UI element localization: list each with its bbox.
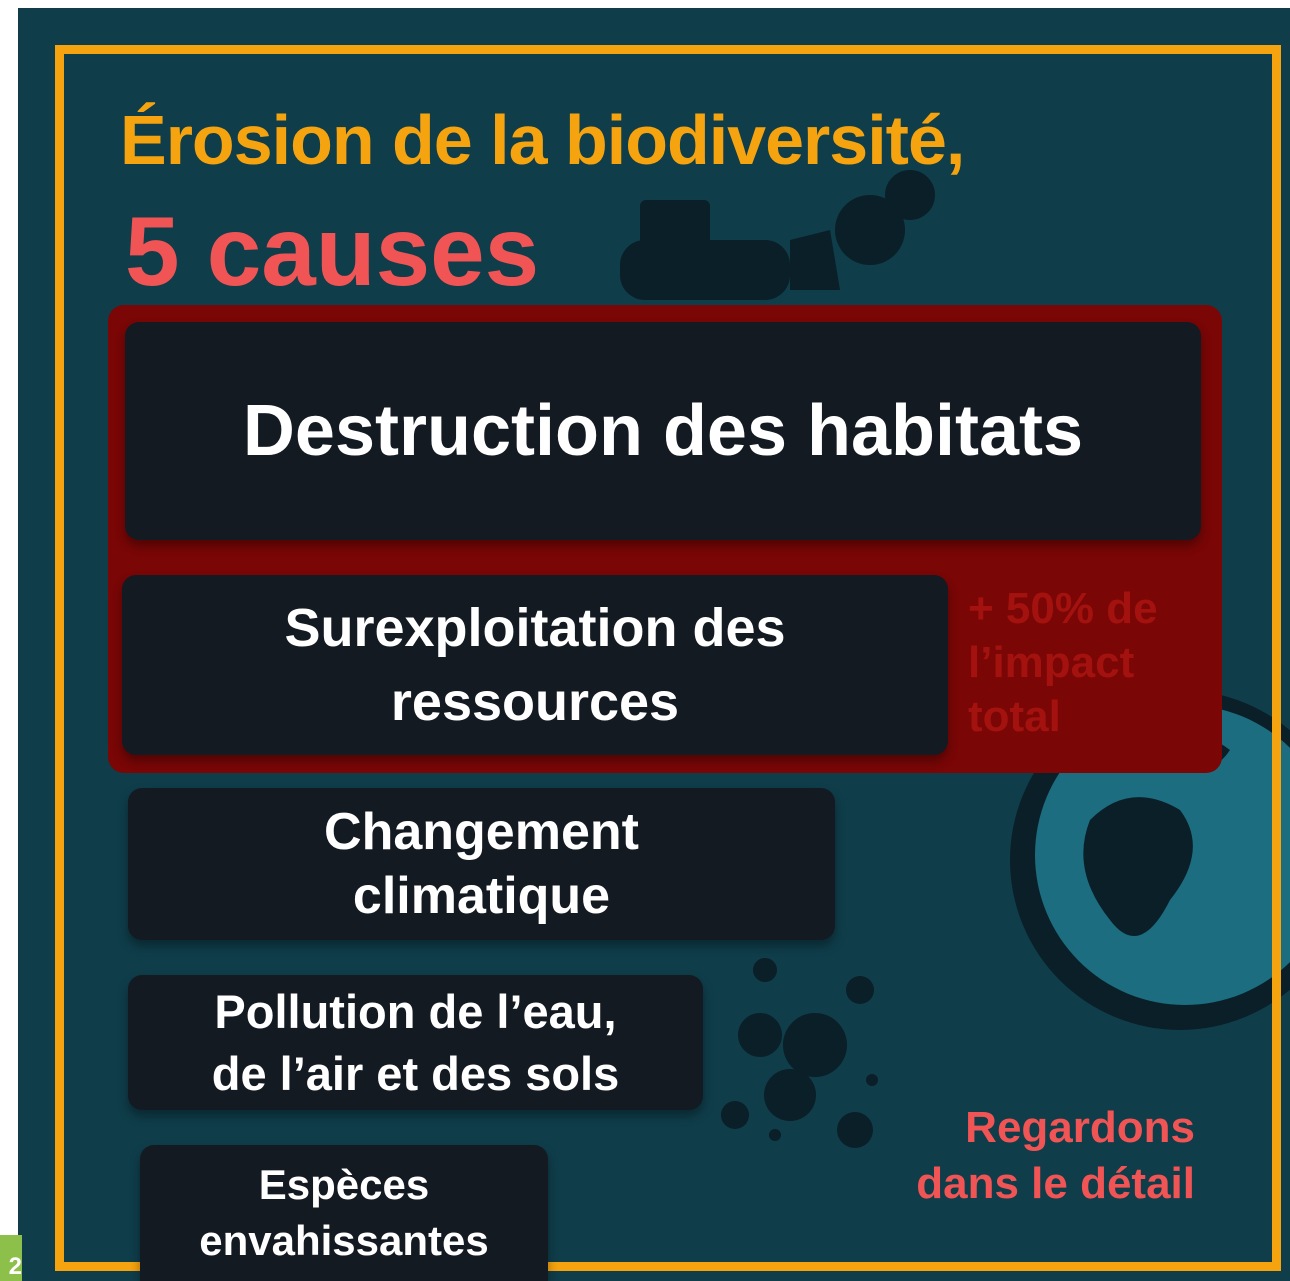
frame <box>55 45 1281 1271</box>
continent <box>1083 797 1193 936</box>
cause-box: Espèces envahissantes <box>140 1145 548 1281</box>
page-number: 2 <box>0 1235 22 1281</box>
note: + 50% de l’impact total <box>968 582 1158 744</box>
bubbles <box>721 958 878 1148</box>
cause-text: Destruction des habitats <box>242 391 1084 471</box>
cause-text: Pollution de l’eau, <box>214 984 617 1038</box>
note-line: + 50% de <box>968 584 1158 633</box>
note-line: total <box>968 692 1061 741</box>
cause-box: Surexploitation des ressources <box>122 575 948 755</box>
cause-text: Surexploitation des <box>284 598 786 658</box>
cause-text: envahissantes <box>199 1217 489 1264</box>
title: Érosion de la biodiversité, <box>120 101 965 179</box>
call-to-action: Regardons dans le détail <box>916 1100 1195 1212</box>
cause-box: Changement climatique <box>128 788 835 940</box>
bulldozer <box>620 170 935 300</box>
cause-text: ressources <box>390 672 680 732</box>
note-line: l’impact <box>968 638 1135 687</box>
cause-text: Changement <box>324 803 639 861</box>
cta-line: dans le détail <box>916 1159 1195 1208</box>
cause-text: Espèces <box>258 1161 430 1208</box>
cta-line: Regardons <box>965 1103 1195 1152</box>
cause-text: de l’air et des sols <box>211 1046 620 1100</box>
cause-box: Pollution de l’eau, de l’air et des sols <box>128 975 703 1110</box>
cause-text: climatique <box>352 867 611 925</box>
subtitle: 5 causes <box>125 196 540 306</box>
cause-box: Destruction des habitats <box>125 322 1201 540</box>
